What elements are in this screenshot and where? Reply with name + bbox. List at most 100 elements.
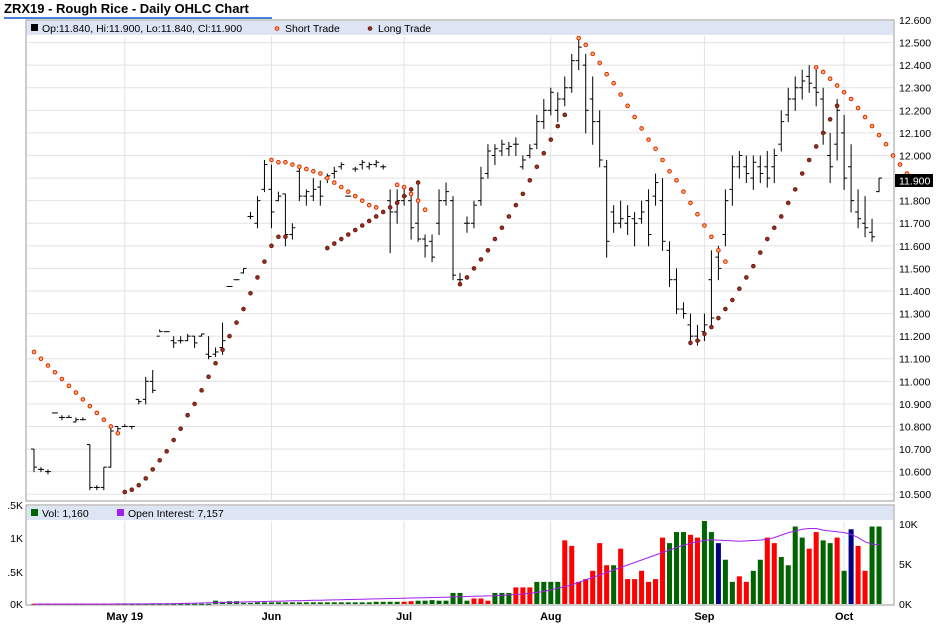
long-trade-marker <box>785 200 791 206</box>
date-tick-label: May 19 <box>106 611 143 623</box>
long-trade-marker <box>178 426 183 432</box>
ohlc-bar <box>121 424 128 427</box>
volume-bar <box>848 529 854 604</box>
short-trade-marker <box>897 162 903 167</box>
volume-bar <box>562 540 568 604</box>
ohlc-bar <box>205 336 212 360</box>
long-trade-marker <box>408 187 414 192</box>
short-trade-marker <box>604 71 609 77</box>
ohlc-bar <box>771 148 778 184</box>
short-trade-marker <box>813 65 819 70</box>
volume-bar <box>534 581 540 604</box>
ohlc-bar <box>415 184 422 242</box>
ohlc-bar <box>743 155 750 184</box>
long-trade-marker <box>129 487 135 493</box>
volume-bar <box>373 601 379 604</box>
price-tick-label: 10.800 <box>899 421 931 433</box>
long-trade-marker <box>164 449 169 454</box>
volume-panel-frame <box>25 504 895 606</box>
volume-bar <box>282 602 288 604</box>
short-trade-marker <box>827 76 833 82</box>
date-axis: May 19 Jun Jul Aug Sep Oct <box>106 611 853 623</box>
ohlc-bar <box>331 166 338 179</box>
ohlc-bar <box>638 200 645 224</box>
volume-bar <box>240 602 247 604</box>
volume-bar <box>667 543 673 604</box>
ohlc-bar <box>310 178 317 202</box>
volume-bar <box>443 600 449 604</box>
ohlc-bar <box>268 164 275 229</box>
short-trade-marker <box>890 153 896 158</box>
volume-bar <box>296 602 302 604</box>
ohlc-bar <box>498 139 505 156</box>
volume-bar <box>653 579 659 604</box>
volume-bar <box>192 603 198 605</box>
ohlc-bar <box>443 182 450 206</box>
ohlc-bar <box>86 444 93 491</box>
long-trade-marker <box>206 374 211 380</box>
ohlc-bar <box>93 485 100 491</box>
short-trade-marker <box>695 211 700 217</box>
volume-bar <box>604 565 610 604</box>
ohlc-bar <box>317 180 324 206</box>
price-tick-label: 11.000 <box>899 376 930 388</box>
ohlc-bar <box>233 279 240 281</box>
short-trade-marker <box>338 184 344 190</box>
ohlc-bar <box>792 76 799 111</box>
ohlc-bar <box>687 313 694 342</box>
ohlc-bar <box>624 205 631 236</box>
short-trade-legend-text: Short Trade <box>285 23 340 35</box>
short-trade-marker <box>841 89 847 95</box>
open-interest-line <box>34 528 880 605</box>
ohlc-bar <box>261 160 268 193</box>
long-trade-marker <box>827 117 833 122</box>
volume-bar <box>387 601 393 604</box>
long-trade-marker <box>373 214 379 219</box>
vol-legend-text: Vol: 1,160 <box>42 508 89 520</box>
long-trade-marker <box>283 234 288 240</box>
volume-tick-label: .5K <box>7 567 23 579</box>
ohlc-bars <box>30 38 883 491</box>
volume-bar <box>415 600 421 604</box>
volume-bar <box>457 592 463 604</box>
ohlc-bar <box>30 448 37 473</box>
ohlc-bar <box>666 241 673 287</box>
short-trade-marker <box>80 397 86 402</box>
ohlc-bar <box>680 302 687 319</box>
price-tick-label: 11.500 <box>899 263 930 275</box>
ohlc-bar <box>736 150 743 179</box>
date-tick-label: Sep <box>694 611 714 623</box>
ohlc-bar <box>729 155 736 206</box>
short-trade-marker <box>297 164 302 170</box>
volume-bar <box>715 543 721 604</box>
volume-bar <box>303 602 309 604</box>
price-tick-label: 11.400 <box>899 286 930 298</box>
vol-legend-swatch <box>31 509 38 516</box>
title-underline <box>4 17 272 19</box>
long-trade-marker <box>248 290 253 296</box>
volume-bar <box>680 532 686 604</box>
long-trade-marker <box>143 476 149 481</box>
long-trade-marker <box>359 223 365 228</box>
ohlc-bar <box>44 469 51 475</box>
long-trade-marker <box>415 180 421 185</box>
long-trade-marker <box>534 164 540 170</box>
volume-bar <box>876 526 882 604</box>
ohlc-bar <box>240 267 247 274</box>
ohlc-bar <box>778 110 785 152</box>
volume-bar <box>199 603 205 605</box>
volume-bar <box>289 602 295 604</box>
volume-bar <box>345 602 351 604</box>
long-trade-marker <box>331 241 337 246</box>
long-trade-marker <box>227 333 232 339</box>
short-trade-marker <box>681 189 686 194</box>
short-trade-marker <box>653 146 658 152</box>
volume-bar <box>660 537 666 604</box>
ohlc-bar <box>303 189 310 206</box>
ohlc-bar <box>876 177 883 193</box>
ohlc-bar <box>659 178 666 251</box>
long-trade-marker <box>380 209 386 215</box>
short-trade-marker <box>59 376 65 382</box>
volume-bar <box>611 565 617 604</box>
short-trade-marker <box>702 223 707 228</box>
